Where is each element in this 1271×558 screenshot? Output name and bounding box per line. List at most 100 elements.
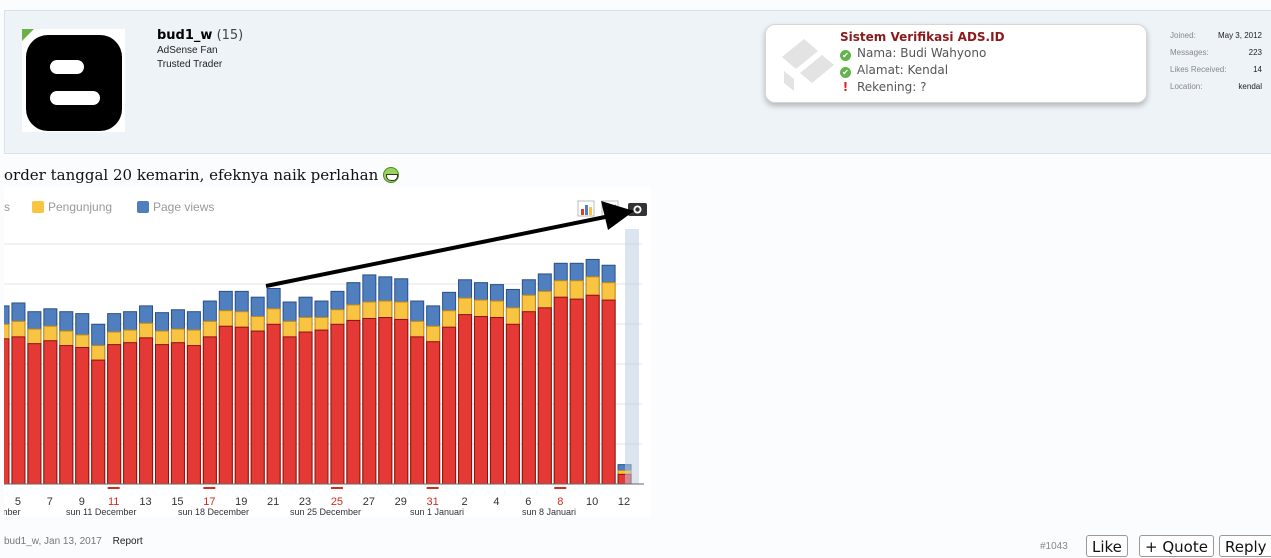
post-footer: bud1_w, Jan 13, 2017 Report bbox=[4, 536, 143, 547]
x-tick-label: 7 bbox=[47, 496, 53, 508]
bar-rs bbox=[186, 345, 201, 485]
x-tick-label: 23 bbox=[299, 496, 311, 508]
x-tick-label: 2 bbox=[461, 496, 467, 508]
verification-row-address: ✔ Alamat: Kendal bbox=[840, 63, 948, 78]
bar-rs bbox=[489, 317, 504, 485]
report-link[interactable]: Report bbox=[112, 536, 143, 547]
legend-label: Page views bbox=[153, 200, 214, 214]
stat-messages-label: Messages: bbox=[1170, 48, 1209, 57]
bar-rs bbox=[314, 329, 329, 485]
stat-joined-label: Joined: bbox=[1170, 31, 1196, 40]
trend-arrow-head bbox=[601, 201, 634, 230]
stats-chart-image[interactable]: rs Pengunjung Page views 5 7 9 11 13 15 17 19 21 23 2… bbox=[0, 187, 651, 517]
username-link[interactable]: bud1_w bbox=[157, 28, 213, 43]
bar-rs bbox=[378, 317, 393, 485]
bar-chart-icon-bar bbox=[585, 205, 588, 215]
x-tick-label: 6 bbox=[525, 496, 531, 508]
user-title-secondary: Trusted Trader bbox=[157, 59, 223, 70]
quote-button[interactable]: + Quote bbox=[1139, 535, 1214, 557]
x-tick-label: 12 bbox=[618, 496, 630, 508]
check-icon: ✔ bbox=[840, 67, 851, 78]
post-message: order tanggal 20 kemarin, efeknya naik p… bbox=[4, 166, 400, 184]
bar-rs bbox=[43, 340, 58, 485]
week-label: sun 11 December bbox=[66, 507, 136, 517]
bar-rs bbox=[123, 342, 138, 485]
user-avatar[interactable] bbox=[22, 29, 125, 132]
bar-rs bbox=[362, 317, 377, 485]
legend-label: Pengunjung bbox=[48, 200, 112, 214]
bar-rs bbox=[394, 318, 409, 485]
week-label: mber bbox=[4, 507, 21, 517]
bar-chart-icon-bar bbox=[581, 209, 584, 215]
x-tick-label: 29 bbox=[395, 496, 407, 508]
blogger-logo-icon bbox=[26, 35, 122, 131]
bar-rs bbox=[59, 345, 74, 485]
bar-rs bbox=[442, 326, 457, 485]
bar-rs bbox=[27, 343, 42, 485]
stat-messages-value[interactable]: 223 bbox=[1248, 48, 1262, 57]
verification-row-name: ✔ Nama: Budi Wahyono bbox=[840, 46, 986, 61]
current-day-overlay bbox=[625, 229, 639, 484]
trend-arrow bbox=[265, 214, 611, 288]
bar-rs bbox=[330, 323, 345, 485]
online-indicator bbox=[22, 29, 34, 41]
stat-likes-label: Likes Received: bbox=[1170, 65, 1227, 74]
bar-rs bbox=[170, 342, 185, 485]
camera-icon-lens-inner bbox=[635, 207, 640, 212]
bar-rs bbox=[505, 323, 520, 485]
stat-joined-value: May 3, 2012 bbox=[1217, 31, 1262, 40]
verification-title: Sistem Verifikasi ADS.ID bbox=[840, 30, 1005, 44]
bar-rs bbox=[218, 325, 233, 485]
bar-rs bbox=[537, 307, 552, 485]
x-tick-label: 11 bbox=[108, 496, 119, 508]
bar-chart-icon-bar bbox=[589, 207, 592, 215]
week-label: sun 8 Januari bbox=[522, 507, 576, 517]
x-tick-label: 31 bbox=[427, 496, 439, 508]
verification-logo-icon bbox=[782, 39, 834, 91]
legend-swatch bbox=[137, 201, 149, 213]
x-tick-label: 21 bbox=[267, 496, 279, 508]
check-icon: ✔ bbox=[840, 50, 851, 61]
reply-button[interactable]: Reply bbox=[1219, 535, 1271, 557]
bar-rs bbox=[266, 323, 281, 485]
x-tick-label: 4 bbox=[493, 496, 499, 508]
x-tick-label: 5 bbox=[15, 496, 21, 508]
bar-rs bbox=[234, 326, 249, 485]
bar-rs bbox=[601, 299, 616, 485]
bar-rs bbox=[250, 330, 265, 485]
bar-rs bbox=[410, 336, 425, 485]
bar-rs bbox=[139, 337, 154, 485]
post-author-date[interactable]: bud1_w, Jan 13, 2017 bbox=[4, 536, 102, 547]
week-label: sun 18 December bbox=[178, 507, 249, 517]
bar-rs bbox=[282, 336, 297, 485]
bar-rs bbox=[553, 296, 568, 485]
x-tick-label: 25 bbox=[331, 496, 343, 508]
verification-box: Sistem Verifikasi ADS.ID ✔ Nama: Budi Wah… bbox=[765, 24, 1147, 103]
week-label: sun 1 Januari bbox=[410, 507, 464, 517]
user-title: AdSense Fan bbox=[157, 45, 218, 56]
stat-likes-value: 14 bbox=[1253, 65, 1262, 74]
like-button[interactable]: Like bbox=[1086, 535, 1128, 557]
x-tick-label: 15 bbox=[171, 496, 183, 508]
x-tick-label: 8 bbox=[557, 496, 563, 508]
warning-icon: ! bbox=[842, 80, 849, 94]
bar-rs bbox=[521, 311, 536, 485]
bar-rs bbox=[569, 298, 584, 485]
bar-rs bbox=[75, 347, 90, 485]
bar-rs bbox=[346, 319, 361, 485]
bar-rs bbox=[585, 294, 600, 485]
legend-label: rs bbox=[4, 200, 10, 214]
stat-location-value[interactable]: kendal bbox=[1238, 82, 1262, 91]
username-line: bud1_w (15) bbox=[157, 28, 243, 43]
post-message-text: order tanggal 20 kemarin, efeknya naik p… bbox=[4, 166, 379, 184]
stat-location-label: Location: bbox=[1170, 82, 1203, 91]
bar-rs bbox=[0, 338, 10, 485]
bar-rs bbox=[426, 341, 441, 485]
bar-rs bbox=[107, 344, 122, 485]
post-number[interactable]: #1043 bbox=[1040, 541, 1068, 552]
bar-rs bbox=[298, 331, 313, 485]
bar-rs bbox=[458, 314, 473, 485]
bar-rs bbox=[155, 344, 169, 485]
verification-row-account: ! Rekening: ? bbox=[840, 80, 927, 94]
x-tick-label: 10 bbox=[586, 496, 598, 508]
